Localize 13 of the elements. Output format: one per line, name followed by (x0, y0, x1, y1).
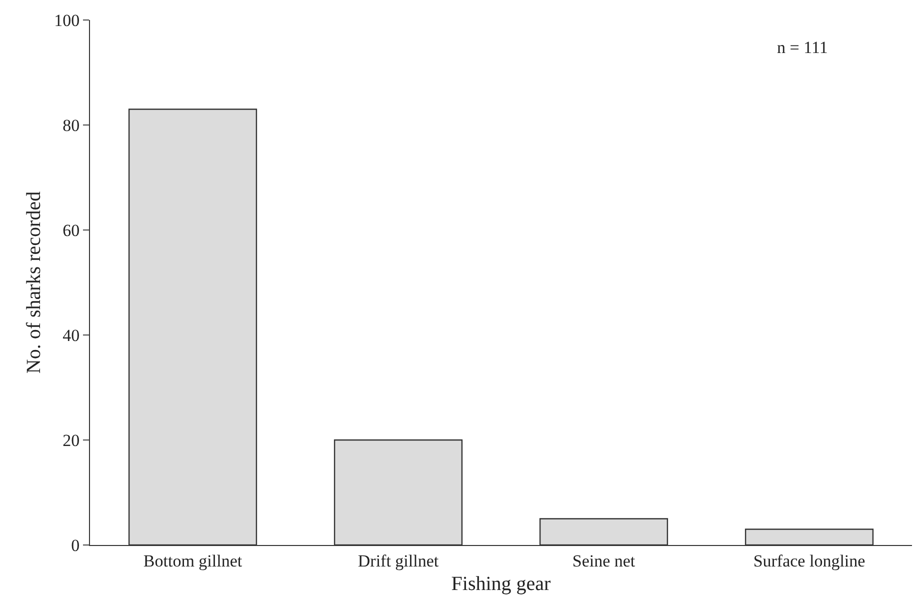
y-tick-label: 80 (62, 116, 80, 135)
y-axis-title: No. of sharks recorded (23, 191, 45, 374)
x-tick-label: Seine net (572, 551, 636, 570)
x-tick-label: Bottom gillnet (143, 551, 242, 570)
x-axis-title: Fishing gear (451, 572, 552, 595)
y-tick-label: 60 (62, 220, 80, 240)
x-tick-label: Drift gillnet (358, 551, 439, 570)
annotation: n = 111 (777, 38, 828, 57)
y-tick-label: 100 (54, 10, 80, 30)
y-tick-label: 0 (71, 536, 80, 555)
x-tick-label: Surface longline (753, 551, 866, 570)
y-tick-label: 40 (62, 326, 80, 345)
y-tick-label: 20 (62, 430, 80, 450)
